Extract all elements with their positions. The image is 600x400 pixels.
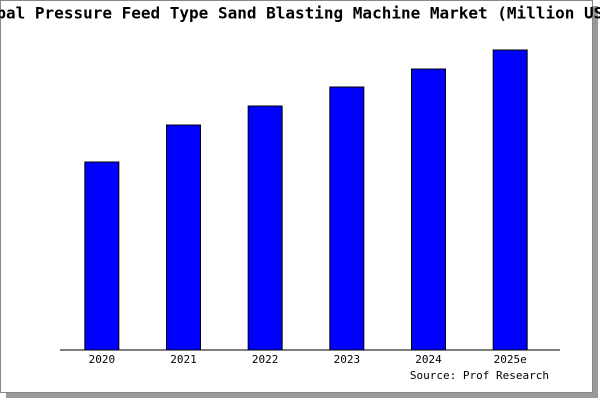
bar xyxy=(166,124,201,351)
bar xyxy=(329,86,365,351)
chart-title: Global Pressure Feed Type Sand Blasting … xyxy=(0,4,600,23)
x-tick-label: 2021 xyxy=(170,353,197,366)
x-tick-label: 2025e xyxy=(494,353,527,366)
bar xyxy=(247,105,283,351)
x-tick-label: 2020 xyxy=(89,353,116,366)
x-tick-label: 2023 xyxy=(334,353,361,366)
bar xyxy=(411,68,446,351)
source-note: Source: Prof Research xyxy=(410,369,549,382)
x-tick-label: 2022 xyxy=(252,353,279,366)
x-tick-label: 2024 xyxy=(415,353,442,366)
bar xyxy=(492,49,528,351)
bar xyxy=(84,161,120,351)
